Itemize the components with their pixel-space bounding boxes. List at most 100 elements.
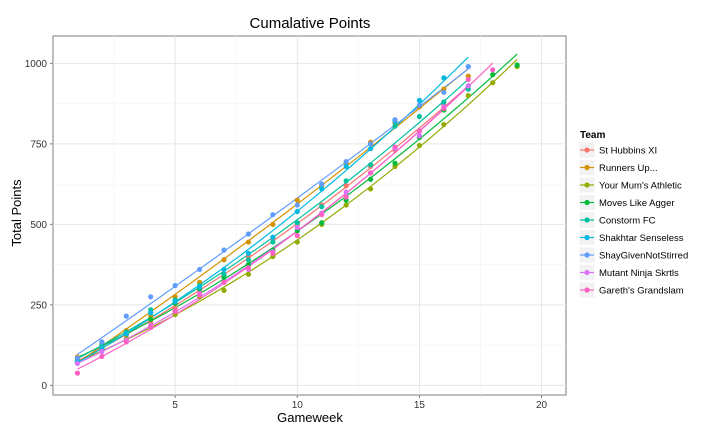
- data-point: [74, 355, 81, 361]
- data-point: [416, 113, 423, 120]
- data-point: [74, 370, 81, 376]
- data-point: [343, 163, 349, 169]
- data-point: [221, 266, 227, 273]
- data-point: [245, 257, 252, 263]
- legend-key-point: [584, 217, 590, 223]
- legend-key-point: [584, 164, 590, 171]
- chart-title: Cumalative Points: [250, 15, 371, 32]
- data-point: [196, 266, 203, 273]
- data-point: [416, 97, 423, 103]
- data-point: [416, 128, 423, 134]
- legend-key-point: [584, 199, 590, 206]
- data-point: [343, 202, 349, 208]
- data-point: [465, 63, 471, 70]
- x-axis-ticks: 5 10 15 20: [172, 395, 548, 411]
- x-tick-label: 20: [536, 400, 548, 411]
- data-point: [245, 231, 252, 237]
- data-point: [392, 160, 398, 166]
- data-point: [245, 250, 252, 256]
- data-point: [294, 197, 300, 203]
- data-point: [367, 146, 374, 152]
- data-point: [367, 176, 374, 182]
- data-point: [74, 360, 81, 367]
- data-point: [99, 339, 105, 345]
- data-point: [245, 239, 252, 245]
- legend-key-point: [584, 252, 590, 258]
- data-point: [221, 247, 227, 253]
- y-tick-label: 500: [30, 220, 47, 231]
- data-points: [74, 62, 520, 376]
- data-point: [367, 141, 374, 147]
- legend-key-point: [584, 234, 590, 241]
- legend-title: Team: [580, 130, 605, 141]
- data-point: [343, 189, 349, 195]
- data-point: [490, 67, 496, 73]
- legend-label: Moves Like Agger: [599, 198, 675, 209]
- data-point: [343, 194, 349, 200]
- data-point: [441, 121, 447, 128]
- legend-label: Constorm FC: [599, 216, 656, 227]
- data-point: [270, 212, 276, 218]
- data-point: [441, 75, 447, 81]
- y-axis-title: Total Points: [9, 179, 24, 247]
- data-point: [441, 99, 447, 105]
- data-point: [294, 233, 300, 239]
- x-tick-label: 5: [172, 400, 178, 411]
- legend-key-point: [584, 147, 590, 153]
- data-point: [392, 144, 398, 150]
- legend-key-point: [584, 269, 590, 276]
- y-tick-label: 750: [30, 139, 47, 150]
- data-point: [270, 250, 276, 256]
- data-point: [294, 224, 300, 231]
- data-point: [441, 89, 447, 95]
- legend-key-point: [584, 182, 590, 188]
- x-axis-title: Gameweek: [277, 410, 343, 425]
- data-point: [221, 257, 227, 263]
- data-point: [123, 339, 129, 345]
- legend-label: ShayGivenNotStirred: [599, 251, 688, 262]
- data-point: [319, 212, 325, 218]
- data-point: [319, 186, 325, 192]
- y-tick-label: 0: [41, 381, 47, 392]
- data-point: [148, 316, 154, 322]
- data-point: [99, 348, 105, 355]
- data-point: [221, 279, 227, 285]
- data-point: [367, 170, 374, 176]
- y-tick-label: 250: [30, 300, 47, 311]
- data-point: [343, 158, 349, 165]
- grid-lines: [53, 36, 566, 395]
- data-point: [392, 123, 398, 129]
- data-point: [343, 183, 349, 189]
- data-point: [465, 76, 471, 83]
- data-point: [514, 62, 520, 68]
- y-tick-label: 1000: [25, 59, 48, 70]
- data-point: [294, 202, 300, 208]
- data-point: [172, 308, 178, 314]
- data-point: [319, 181, 325, 187]
- trend-line: [77, 62, 494, 370]
- data-point: [196, 284, 203, 290]
- data-point: [416, 133, 423, 139]
- data-point: [319, 204, 325, 210]
- data-point: [294, 239, 300, 245]
- x-tick-label: 10: [292, 400, 304, 411]
- data-point: [343, 178, 349, 184]
- data-point: [221, 271, 227, 277]
- data-point: [465, 92, 471, 99]
- legend-label: Mutant Ninja Skrtls: [599, 268, 679, 279]
- data-point: [196, 292, 203, 298]
- data-point: [319, 220, 325, 226]
- x-tick-label: 15: [414, 400, 426, 411]
- legend-label: Shakhtar Senseless: [599, 233, 684, 244]
- data-point: [441, 105, 447, 112]
- data-point: [367, 162, 374, 168]
- data-point: [392, 117, 398, 123]
- data-point: [148, 294, 154, 300]
- data-point: [245, 265, 252, 271]
- data-point: [490, 80, 496, 86]
- data-point: [172, 282, 178, 289]
- data-point: [294, 220, 300, 226]
- y-axis-ticks: 0 250 500 750 1000: [25, 59, 53, 392]
- data-point: [221, 287, 227, 293]
